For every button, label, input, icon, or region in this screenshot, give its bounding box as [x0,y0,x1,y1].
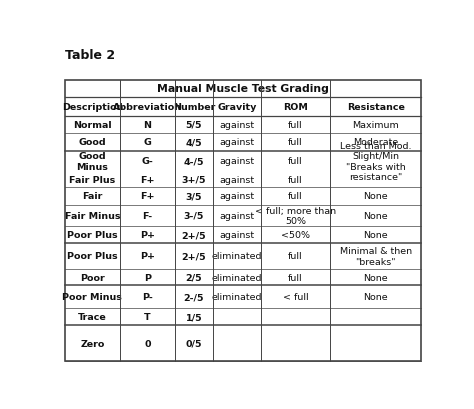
Text: P: P [144,273,151,282]
Text: Moderate: Moderate [353,138,398,147]
Text: Number: Number [173,102,215,111]
Text: Fair: Fair [82,192,102,201]
Text: 2/5: 2/5 [186,273,202,282]
Text: 5/5: 5/5 [186,121,202,130]
Text: full: full [288,175,303,184]
Text: 3/5: 3/5 [186,192,202,201]
Text: Maximum: Maximum [352,121,399,130]
Text: against: against [219,231,254,240]
Text: G: G [144,138,152,147]
Text: None: None [364,292,388,301]
Text: Abbreviation: Abbreviation [113,102,182,111]
Text: 4-/5: 4-/5 [184,157,204,166]
Text: Fair Plus: Fair Plus [69,175,116,184]
Text: None: None [364,192,388,201]
Text: P+: P+ [140,252,155,261]
Bar [65,81,421,361]
Text: None: None [364,273,388,282]
Text: eliminated: eliminated [211,273,262,282]
Text: P-: P- [142,292,153,301]
Text: Description: Description [62,102,123,111]
Text: <50%: <50% [281,231,310,240]
Text: Poor Minus: Poor Minus [63,292,122,301]
Text: full: full [288,157,303,166]
Text: < full: < full [283,292,308,301]
Text: 4/5: 4/5 [186,138,202,147]
Text: N: N [144,121,152,130]
Text: P+: P+ [140,231,155,240]
Text: T: T [144,312,151,321]
Text: G-: G- [142,157,154,166]
Text: 3+/5: 3+/5 [182,175,206,184]
Text: 2+/5: 2+/5 [182,231,206,240]
Text: Good: Good [79,138,106,147]
Text: F+: F+ [140,192,155,201]
Text: against: against [219,192,254,201]
Text: None: None [364,231,388,240]
Text: eliminated: eliminated [211,252,262,261]
Text: F-: F- [143,211,153,220]
Text: F+: F+ [140,175,155,184]
Text: Trace: Trace [78,312,107,321]
Text: Gravity: Gravity [217,102,256,111]
Text: Less than Mod.
Slight/Min
"Breaks with
resistance": Less than Mod. Slight/Min "Breaks with r… [340,142,411,182]
Text: Poor Plus: Poor Plus [67,252,118,261]
Text: Fair Minus: Fair Minus [64,211,120,220]
Text: eliminated: eliminated [211,292,262,301]
Text: Manual Muscle Test Grading: Manual Muscle Test Grading [157,84,329,94]
Text: ROM: ROM [283,102,308,111]
Text: 2-/5: 2-/5 [184,292,204,301]
Text: against: against [219,211,254,220]
Text: 3-/5: 3-/5 [184,211,204,220]
Text: 1/5: 1/5 [186,312,202,321]
Text: full: full [288,273,303,282]
Text: 0: 0 [145,339,151,348]
Text: full: full [288,138,303,147]
Text: Minimal & then
"breaks": Minimal & then "breaks" [339,247,412,266]
Text: full: full [288,121,303,130]
Text: None: None [364,211,388,220]
Text: Poor Plus: Poor Plus [67,231,118,240]
Text: full: full [288,252,303,261]
Text: < full; more than
50%: < full; more than 50% [255,206,336,226]
Text: 2+/5: 2+/5 [182,252,206,261]
Text: against: against [219,121,254,130]
Text: Normal: Normal [73,121,112,130]
Text: against: against [219,175,254,184]
Text: full: full [288,192,303,201]
Text: Good
Minus: Good Minus [76,152,109,171]
Text: 0/5: 0/5 [186,339,202,348]
Text: Table 2: Table 2 [65,49,115,62]
Text: Poor: Poor [80,273,105,282]
Text: Resistance: Resistance [346,102,405,111]
Text: against: against [219,138,254,147]
Text: Zero: Zero [80,339,105,348]
Text: against: against [219,157,254,166]
